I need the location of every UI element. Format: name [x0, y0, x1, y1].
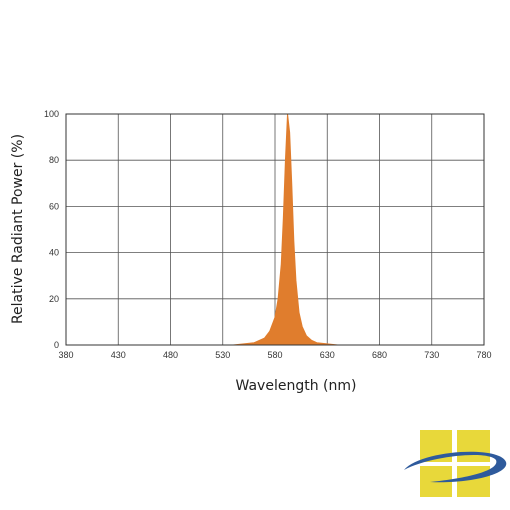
y-tick-label: 80 [49, 155, 59, 165]
grid [65, 113, 485, 346]
x-tick-label: 730 [424, 350, 439, 360]
x-tick-label: 580 [267, 350, 282, 360]
x-tick-label: 430 [111, 350, 126, 360]
y-tick-label: 20 [49, 294, 59, 304]
x-tick-label: 680 [372, 350, 387, 360]
y-axis-ticks: 0 20 40 60 80 100 [44, 109, 59, 350]
y-tick-label: 0 [54, 340, 59, 350]
logo-square-top-right [457, 430, 490, 462]
x-tick-label: 630 [320, 350, 335, 360]
y-tick-label: 100 [44, 109, 59, 119]
x-tick-label: 480 [163, 350, 178, 360]
y-axis-label: Relative Radiant Power (%) [10, 134, 26, 324]
plot-frame [65, 113, 485, 346]
x-tick-label: 780 [476, 350, 491, 360]
x-axis-label: Wavelength (nm) [236, 378, 357, 394]
plot-area [65, 113, 485, 346]
y-tick-label: 40 [49, 248, 59, 258]
x-tick-label: 530 [215, 350, 230, 360]
x-tick-label: 380 [58, 350, 73, 360]
logo-swoosh [404, 451, 507, 483]
x-axis-ticks: 380 430 480 530 580 630 680 730 780 [58, 350, 491, 360]
spectrum-area [65, 113, 485, 346]
y-tick-label: 60 [49, 201, 59, 211]
logo-square-bottom-right [457, 466, 490, 497]
company-logo-icon [404, 430, 507, 497]
